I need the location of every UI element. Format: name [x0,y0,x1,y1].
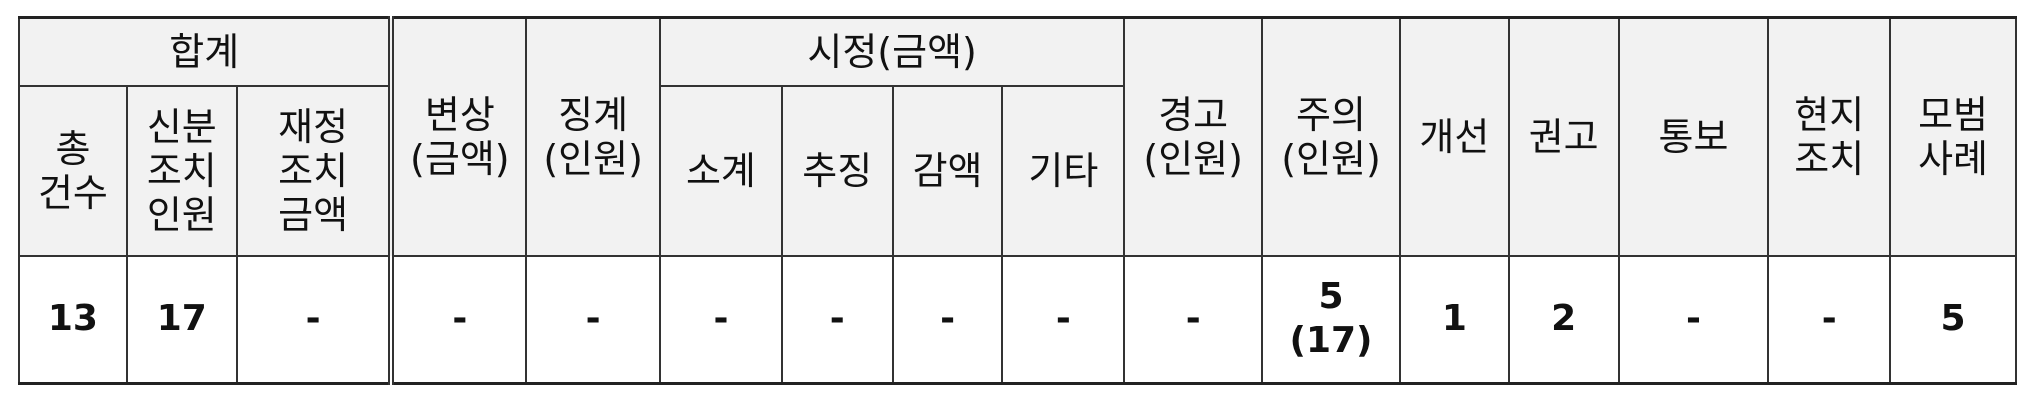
header-caution: 주의 (인원) [1261,16,1401,257]
cell-caution: 5 (17) [1261,254,1401,385]
cell-onsite-action: - [1767,254,1892,385]
header-total-group: 합계 [17,16,395,87]
cell-discipline: - [525,254,662,385]
header-recovery: 추징 [780,84,894,257]
cell-recovery: - [780,254,894,385]
cell-subtotal: - [659,254,783,385]
header-warning: 경고 (인원) [1123,16,1264,257]
header-correction-group: 시정(금액) [659,16,1126,87]
cell-other: - [1001,254,1126,385]
header-onsite-action: 현지 조치 [1767,16,1892,257]
header-recommendation: 권고 [1507,16,1620,257]
header-subtotal: 소계 [659,84,783,257]
cell-reduction: - [891,254,1004,385]
cell-recommendation: 2 [1507,254,1620,385]
header-compensation: 변상 (금액) [390,16,528,257]
header-discipline: 징계 (인원) [525,16,662,257]
cell-compensation: - [390,254,528,385]
header-improvement: 개선 [1398,16,1510,257]
header-other: 기타 [1001,84,1126,257]
cell-status-measure-persons: 17 [125,254,238,385]
audit-result-table: 합계 변상 (금액) 징계 (인원) 시정(금액) 경고 (인원) 주의 (인원… [17,16,2017,385]
cell-financial-measure-amount: - [235,254,395,385]
cell-notice: - [1617,254,1770,385]
audit-result-table-container: 합계 변상 (금액) 징계 (인원) 시정(금액) 경고 (인원) 주의 (인원… [17,16,2017,385]
header-model-case: 모범 사례 [1889,16,2017,257]
header-reduction: 감액 [891,84,1004,257]
header-status-measure-persons: 신분 조치 인원 [125,84,238,257]
cell-warning: - [1123,254,1264,385]
header-notice: 통보 [1617,16,1770,257]
header-financial-measure-amount: 재정 조치 금액 [235,84,395,257]
cell-improvement: 1 [1398,254,1510,385]
header-total-count: 총 건수 [18,84,128,257]
cell-model-case: 5 [1889,254,2017,385]
cell-total-count: 13 [18,254,128,385]
